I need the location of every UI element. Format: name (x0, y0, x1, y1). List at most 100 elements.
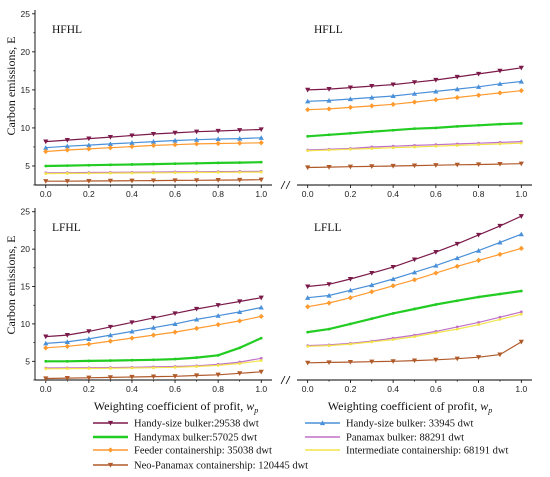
data-point (107, 324, 114, 330)
data-point (370, 340, 374, 344)
x-axis-label-right: Weighting coefficient of profit, wp (328, 399, 492, 415)
data-point (215, 136, 221, 142)
data-point (193, 141, 200, 147)
axis-break-mark (280, 180, 291, 190)
data-point (326, 97, 332, 103)
data-point (477, 323, 480, 327)
x-axis-label-sub: p (253, 406, 258, 415)
legend-label: Feeder containership: 35038 dwt (134, 446, 272, 457)
data-point (518, 231, 524, 237)
data-point (498, 122, 502, 126)
data-point (172, 178, 178, 184)
data-point (173, 365, 177, 369)
panel-title: LFHL (52, 222, 81, 234)
data-point (326, 292, 332, 298)
series-line (43, 313, 264, 351)
data-point (109, 163, 112, 167)
data-point (454, 86, 460, 92)
series-line (306, 141, 523, 153)
data-point (391, 338, 395, 342)
legend-label: Handy-size bulker:29538 dwt (134, 419, 259, 430)
data-point (193, 178, 200, 183)
x-tick-label: 0.0 (302, 189, 314, 199)
data-point (258, 127, 264, 133)
data-point (327, 344, 331, 347)
data-point (433, 163, 439, 168)
data-point (44, 359, 48, 363)
data-point (347, 85, 354, 91)
data-point (150, 325, 157, 330)
data-point (305, 304, 311, 310)
data-point (326, 106, 332, 112)
data-point (475, 84, 482, 89)
data-point (193, 325, 200, 331)
legend: Handy-size bulker:29538 dwt Handy-size bu… (93, 419, 508, 472)
series-line (43, 304, 264, 346)
data-point (172, 130, 178, 136)
panel-hfhl: 5 10 15 20 25 0.0 0.2 0.4 0.6 0.8 1.0 HFHL (21, 9, 272, 199)
data-point (150, 332, 157, 338)
series-line (306, 289, 523, 334)
data-point (497, 223, 503, 229)
data-point (475, 355, 482, 360)
data-point (216, 170, 220, 174)
data-point (305, 107, 311, 113)
data-point (129, 328, 135, 334)
data-point (215, 178, 221, 183)
x-tick-label: 0.8 (473, 189, 485, 199)
data-point (305, 295, 311, 300)
data-point (475, 92, 482, 98)
legend-marker (107, 447, 114, 453)
legend-item: Handy-size bulker: 33945 dwt (305, 419, 474, 430)
data-point (43, 345, 49, 351)
data-point (347, 359, 354, 365)
data-point (43, 139, 49, 145)
y-tick-label: 10 (21, 123, 31, 133)
data-point (369, 359, 375, 365)
series-polyline (45, 337, 262, 363)
data-point (44, 367, 48, 371)
series-line (44, 170, 263, 175)
data-point (390, 359, 396, 364)
data-point (455, 327, 459, 331)
y-tick-label: 25 (21, 207, 31, 217)
data-point (433, 357, 439, 363)
x-axis-label-text: Weighting coefficient of profit, (94, 399, 246, 413)
data-point (413, 335, 416, 339)
data-point (497, 352, 503, 358)
data-point (86, 136, 92, 142)
data-point (411, 257, 418, 263)
series-line (305, 88, 524, 113)
data-point (172, 142, 178, 148)
data-point (369, 84, 375, 89)
data-point (349, 131, 352, 135)
x-tick-label: 0.6 (430, 189, 442, 199)
data-point (498, 318, 502, 321)
data-point (306, 330, 310, 334)
y-axis-label-top: Carbon emissions, E (4, 37, 18, 136)
data-point (258, 135, 264, 140)
data-point (434, 144, 438, 148)
data-point (369, 270, 375, 276)
data-point (87, 367, 91, 370)
data-point (150, 178, 157, 184)
panel-lfhl: 5 10 15 20 25 0.0 0.2 0.4 0.6 0.8 1.0 LFHL (21, 207, 272, 394)
data-point (109, 171, 112, 175)
x-axis-label-sub: p (487, 406, 492, 415)
data-point (411, 277, 418, 283)
data-point (349, 322, 352, 326)
data-point (44, 172, 48, 175)
data-point (327, 327, 331, 331)
data-point (193, 137, 200, 142)
data-point (497, 251, 503, 257)
data-point (433, 270, 439, 276)
chart-panels: 5 10 15 20 25 0.0 0.2 0.4 0.6 0.8 1.0 HFHL 0.0 0.2 0.4… (21, 9, 532, 394)
y-tick-label: 25 (21, 9, 31, 19)
data-point (237, 299, 243, 305)
data-point (216, 364, 220, 367)
data-point (65, 367, 69, 371)
data-point (172, 137, 178, 143)
data-point (326, 282, 332, 287)
legend-marker (107, 420, 114, 426)
data-point (129, 320, 135, 326)
